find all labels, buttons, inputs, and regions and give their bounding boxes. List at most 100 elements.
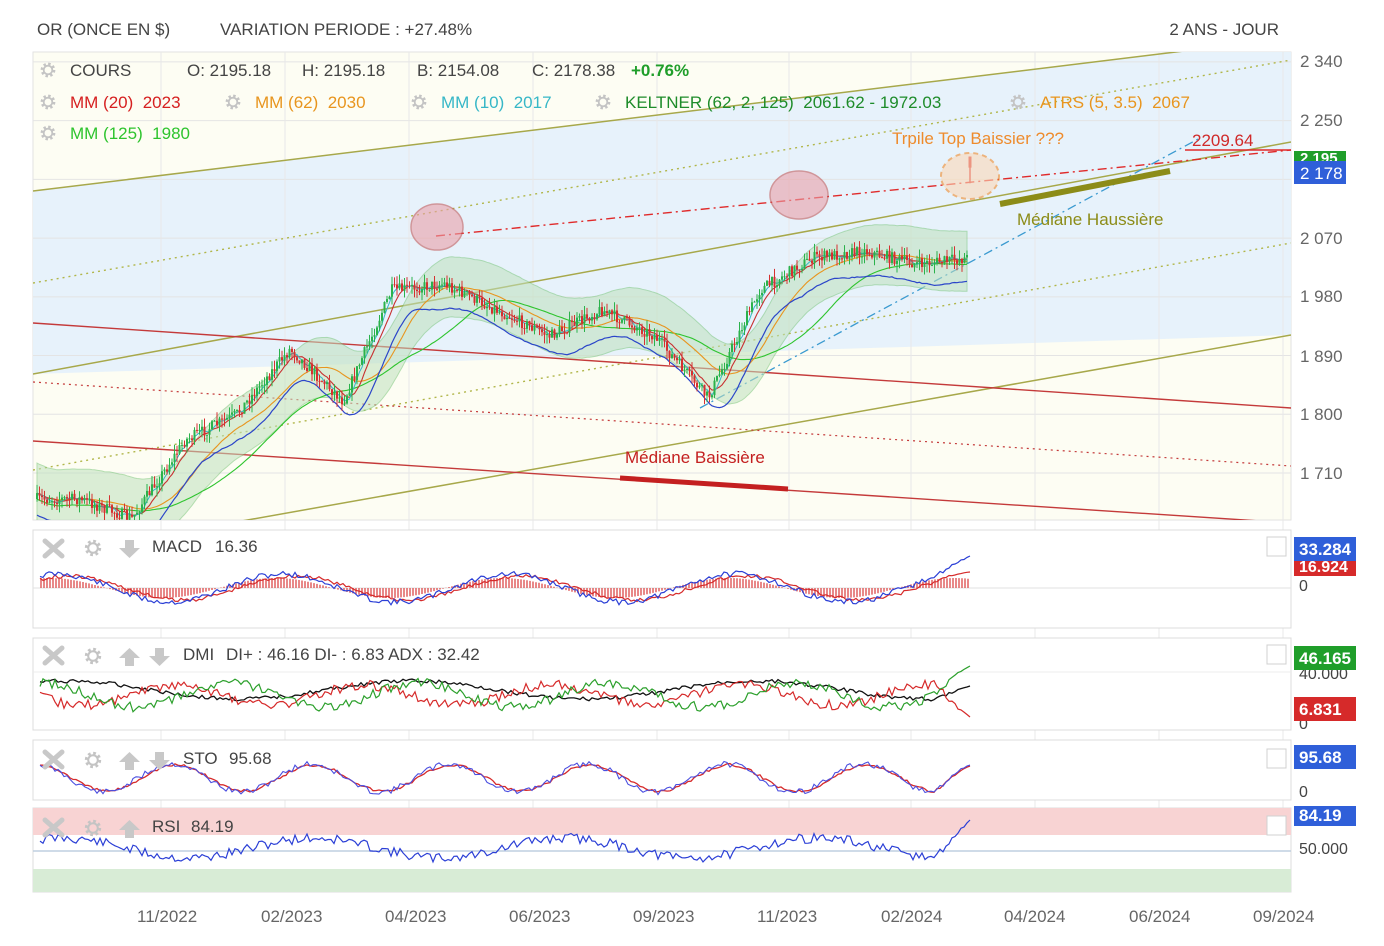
x-label-2022-11: 11/2022 — [137, 907, 197, 926]
period-label[interactable]: 2 ANS - JOUR — [1169, 20, 1279, 39]
candle-body — [676, 357, 678, 361]
dmi-down-arrow-icon[interactable] — [149, 648, 170, 666]
macd-close-icon[interactable] — [42, 538, 65, 559]
rsi-checkbox[interactable] — [1266, 815, 1287, 836]
price-tick-2070: 2 070 — [1300, 229, 1343, 248]
candle-body — [183, 444, 186, 447]
candle-body — [786, 276, 788, 278]
candle-body — [626, 316, 628, 318]
mediane-baissiere-label: Médiane Baissière — [625, 448, 765, 467]
candle-body — [376, 327, 378, 336]
candle-body — [563, 331, 566, 333]
candle-body — [278, 357, 281, 362]
candle-body — [541, 329, 543, 333]
candle-body — [736, 341, 738, 345]
candle-body — [328, 382, 331, 390]
candle-body — [958, 259, 961, 264]
candle-body — [326, 382, 328, 385]
candle-body — [708, 391, 711, 398]
macd-down-arrow-icon[interactable] — [119, 540, 140, 558]
candle-body — [833, 251, 836, 260]
candle-body — [308, 363, 311, 371]
close-value: C: 2178.38 — [532, 61, 615, 80]
dmi-panel[interactable]: DMI DI+ : 46.16 DI- : 6.83 ADX : 32.42 4… — [32, 637, 1356, 733]
candle-body — [603, 311, 606, 317]
candle-body — [731, 343, 733, 353]
rsi-oversold-zone — [33, 869, 1291, 892]
dmi-checkbox[interactable] — [1266, 644, 1287, 665]
candle-body — [501, 311, 503, 317]
candle-body — [586, 314, 588, 319]
candle-body — [168, 464, 171, 472]
candle-body — [358, 364, 361, 367]
candle-body — [441, 284, 443, 286]
rsi-badge-1: 84.19 — [1299, 806, 1342, 825]
x-label-2023-09: 09/2023 — [633, 907, 694, 926]
candle-body — [911, 264, 913, 268]
channel-mid — [33, 141, 1291, 375]
candle-body — [861, 256, 863, 258]
macd-line — [39, 555, 971, 606]
sto-up-arrow-icon[interactable] — [119, 752, 140, 770]
dmi-plus-line — [39, 665, 971, 713]
candle-body — [106, 504, 108, 513]
candle-body — [891, 252, 893, 264]
variation-label: VARIATION PERIODE : +27.48% — [220, 20, 473, 39]
candle-body — [711, 395, 713, 398]
candle-body — [258, 386, 261, 388]
rsi-up-arrow-icon[interactable] — [119, 820, 140, 838]
candle-body — [118, 517, 121, 519]
candle-body — [218, 418, 221, 426]
macd-checkbox[interactable] — [1266, 536, 1287, 557]
candle-body — [63, 497, 66, 499]
candle-body — [521, 315, 523, 329]
candle-body — [171, 462, 173, 465]
candle-body — [856, 247, 858, 256]
candle-body — [661, 338, 663, 340]
candle-body — [578, 316, 581, 318]
candle-body — [448, 283, 451, 288]
candle-body — [693, 375, 696, 383]
macd-panel[interactable]: MACD 16.36 16.924 33.284 0 — [32, 529, 1356, 629]
rsi-panel[interactable]: RSI 84.19 84.19 50.000 — [32, 806, 1356, 893]
candle-body — [846, 252, 848, 259]
candle-body — [803, 259, 806, 269]
sto-checkbox[interactable] — [1266, 748, 1287, 769]
dmi-close-icon[interactable] — [42, 645, 65, 666]
candle-body — [81, 497, 83, 500]
mediane-baissiere-marker — [619, 475, 789, 492]
candle-body — [231, 412, 233, 415]
candle-body — [98, 503, 101, 511]
dmi-badge-1: 46.165 — [1299, 649, 1351, 668]
candle-body — [248, 400, 251, 404]
candle-body — [411, 284, 413, 286]
high-value: H: 2195.18 — [302, 61, 385, 80]
x-axis: 11/2022 02/2023 04/2023 06/2023 09/2023 … — [137, 907, 1314, 926]
candle-body — [481, 297, 483, 306]
candle-body — [838, 258, 841, 260]
price-tick-2340: 2 340 — [1300, 52, 1343, 71]
candle-body — [571, 320, 573, 323]
sto-close-icon[interactable] — [42, 749, 65, 770]
candle-body — [646, 329, 648, 337]
dmi-up-arrow-icon[interactable] — [119, 648, 140, 666]
candle-body — [888, 250, 891, 264]
drawings — [410, 152, 1171, 492]
candle-body — [386, 299, 388, 303]
x-label-2023-06: 06/2023 — [509, 907, 570, 926]
macd-badge-2: 16.924 — [1299, 559, 1348, 576]
rsi-close-icon[interactable] — [42, 817, 65, 838]
candle-body — [628, 317, 631, 326]
candle-body — [61, 497, 63, 501]
candle-body — [966, 254, 968, 258]
candle-body — [211, 421, 213, 430]
candle-body — [398, 283, 401, 289]
candle-body — [823, 250, 826, 261]
candle-body — [221, 418, 223, 420]
sto-panel[interactable]: STO 95.68 95.68 0 — [32, 739, 1356, 801]
candle-body — [783, 276, 786, 278]
candle-body — [433, 281, 436, 289]
candle-body — [388, 296, 391, 300]
sto-down-arrow-icon[interactable] — [149, 752, 170, 770]
